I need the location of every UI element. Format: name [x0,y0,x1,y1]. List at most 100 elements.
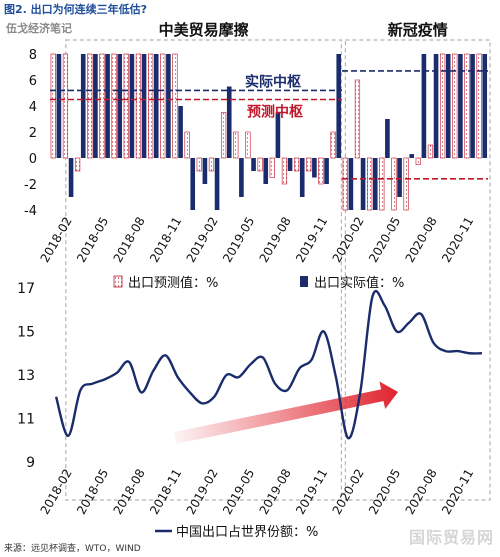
line-y-tick-label: 15 [17,325,35,341]
trend-arrow-shape [173,381,399,444]
line-x-tick-label: 2018-02 [38,467,75,517]
bar-x-tick-label: 2020-11 [439,215,476,265]
forecast-bar [111,53,117,159]
forecast-bar [366,157,373,211]
line-x-tick-label: 2019-08 [257,467,294,517]
line-x-tick-label: 2018-11 [147,467,184,517]
legend-actual-swatch [300,276,308,287]
actual-bar [470,54,475,158]
actual-bar [299,158,305,197]
period-box-trade-war [65,39,342,501]
line-x-tick-label: 2020-08 [403,467,440,517]
actual-bar [141,54,147,158]
actual-bar [409,154,415,158]
forecast-bar [208,157,215,172]
line-y-tick-label: 11 [17,412,35,428]
actual-bar [336,54,342,158]
forecast-bar [464,53,470,159]
forecast-bar [306,157,312,172]
line-y-tick-label: 9 [26,455,35,471]
period-box-covid [344,39,491,501]
actual-bar [397,158,402,197]
bar-x-tick-label: 2018-08 [111,215,148,265]
legend-forecast-swatch [113,275,123,288]
actual-bar [239,158,244,197]
actual-bar [153,54,159,158]
forecast-bar [160,53,166,159]
figure-title: 图2. 出口为何连续三年低估? [4,3,148,16]
trend-arrow [173,381,399,444]
line-y-tick-label: 17 [17,281,35,297]
forecast-bar [342,157,348,211]
actual-bar [324,158,329,184]
forecast-bar [476,53,482,159]
line-x-tick-label: 2020-05 [366,467,403,517]
bar-y-tick-label: 2 [29,126,37,141]
forecast-bar [330,131,336,159]
bar-x-tick-label: 2020-08 [403,215,440,265]
forecast-bar [196,157,202,172]
actual-bar [312,158,317,178]
actual-bar [190,158,196,210]
bar-x-tick-label: 2020-02 [330,215,367,265]
source-note: 来源：远见杯调查，WTO，WIND [4,544,141,554]
annotation-forecast-pivot: 预测中枢 [247,104,303,121]
line-x-tick-label: 2019-02 [184,467,221,517]
forecast-bar [269,157,275,178]
forecast-bar [257,157,263,172]
legend-actual-label: 出口实际值：% [314,275,404,291]
forecast-bar [379,157,385,211]
legend-forecast-label: 出口预测值：% [128,275,218,291]
forecast-bar [147,53,154,159]
forecast-bar [391,157,397,211]
bar-x-tick-label: 2018-02 [38,215,75,265]
period-label-covid: 新冠疫情 [388,21,448,39]
forecast-bar [87,53,93,159]
bar-y-tick-label: -2 [24,178,37,193]
actual-bar [348,158,354,210]
line-x-tick-label: 2019-05 [220,467,257,517]
actual-bar [433,54,439,158]
actual-bar [421,54,427,158]
line-x-tick-label: 2020-02 [330,467,367,517]
annotation-actual-pivot: 实际中枢 [245,73,301,90]
actual-bar [372,158,378,210]
forecast-bar [318,157,324,185]
forecast-bar [415,157,421,165]
forecast-bar [135,53,142,159]
actual-bar [263,158,269,184]
bar-y-tick-label: -4 [24,204,37,219]
forecast-bar [99,53,105,159]
forecast-bar [403,157,409,211]
bar-x-tick-label: 2018-11 [147,215,184,265]
line-x-tick-label: 2020-11 [439,467,476,517]
forecast-bar [220,112,227,159]
actual-bar [202,158,208,184]
forecast-bar [427,144,434,159]
actual-bar [445,54,451,158]
bar-x-tick-label: 2020-05 [366,215,403,265]
watermark-topleft: 伍戈经济笔记 [6,22,72,35]
actual-bar [385,119,390,158]
bar-x-tick-label: 2019-05 [220,215,257,265]
forecast-bar [74,157,81,172]
actual-bar [214,158,220,210]
forecast-bar [233,131,239,159]
line-x-tick-label: 2018-05 [74,467,111,517]
bar-x-tick-label: 2019-11 [293,215,330,265]
period-label-trade-war: 中美贸易摩擦 [159,21,249,39]
actual-bar [166,54,171,158]
forecast-bar [50,53,56,159]
line-y-tick-label: 13 [17,368,35,384]
forecast-bar [354,79,361,159]
bar-y-tick-label: 8 [29,48,37,63]
actual-bar [226,86,232,158]
forecast-bar [184,131,190,159]
actual-bar [482,54,488,158]
bar-y-tick-label: 0 [29,152,37,167]
bar-x-tick-label: 2019-08 [257,215,294,265]
actual-bar [178,106,183,158]
watermark-bottomright: 国际贸易网 [408,528,494,547]
forecast-bar [293,157,300,172]
line-x-tick-label: 2019-11 [293,467,330,517]
